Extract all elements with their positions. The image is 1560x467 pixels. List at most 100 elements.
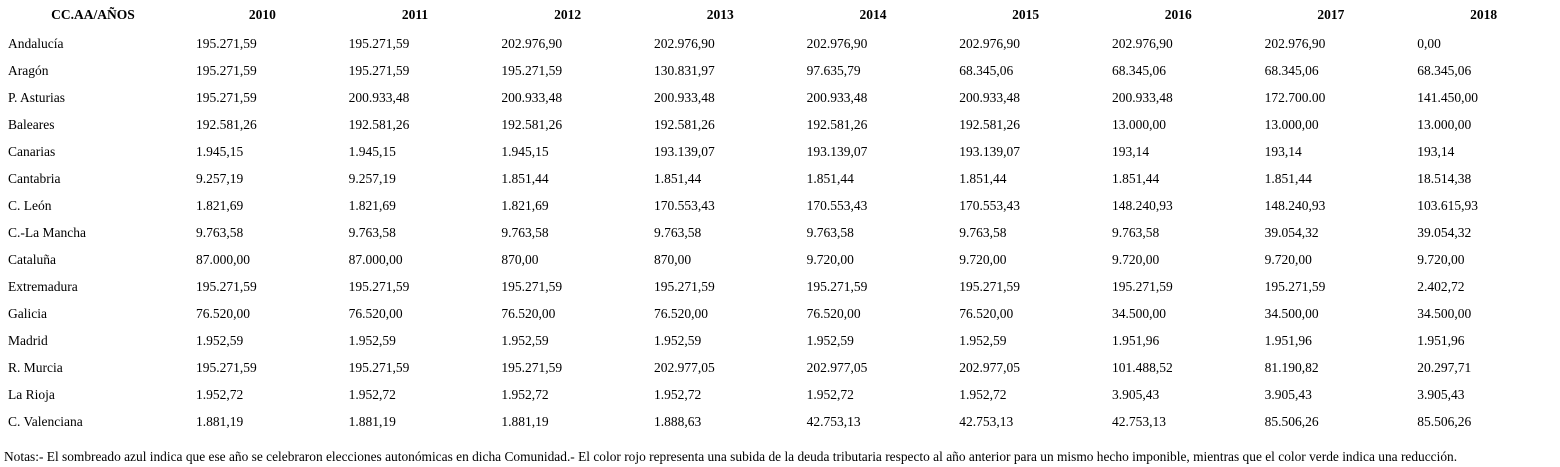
value-cell: 1.952,72: [653, 386, 702, 402]
value-cell: 34.500,00: [1264, 305, 1319, 321]
value-cell: 9.720,00: [1111, 251, 1160, 267]
year-header-cell: 2015: [1012, 7, 1040, 22]
table-row: Baleares 192.581,26 192.581,26 192.581,26 19…: [0, 111, 1560, 138]
value-cell: 85.506,26: [1264, 413, 1319, 429]
value-cell: 13.000,00: [1111, 116, 1166, 132]
value-cell: 87.000,00: [196, 251, 250, 267]
value-cell: 1.945,15: [501, 143, 549, 159]
value-cell: 193,14: [1417, 143, 1455, 159]
value-cell: 195.271,59: [348, 359, 410, 375]
year-header-cell: 2011: [401, 7, 429, 22]
value-cell: 68.345,06: [1417, 62, 1472, 78]
table-body: Andalucía 195.271,59 195.271,59 202.976,90 2…: [0, 30, 1560, 435]
value-cell: 76.520,00: [653, 305, 708, 321]
value-cell: 9.763,58: [348, 224, 396, 240]
value-cell: 193,14: [1264, 143, 1302, 159]
row-label: Cataluña: [8, 251, 56, 267]
value-cell: 9.763,58: [501, 224, 549, 240]
value-cell: 39.054,32: [1417, 224, 1472, 240]
value-cell: 68.345,06: [959, 62, 1014, 78]
value-cell: 170.553,43: [959, 197, 1021, 213]
value-cell: 200.933,48: [348, 89, 410, 105]
value-cell: 9.763,58: [196, 224, 244, 240]
value-cell: 9.257,19: [348, 170, 396, 186]
value-cell: 202.976,90: [959, 35, 1021, 51]
value-cell: 3.905,43: [1264, 386, 1312, 402]
value-cell: 202.976,90: [653, 35, 715, 51]
value-cell: 87.000,00: [348, 251, 403, 267]
value-cell: 2.402,72: [1417, 278, 1465, 294]
row-label: Canarias: [8, 143, 56, 159]
value-cell: 195.271,59: [196, 359, 257, 375]
value-cell: 42.753,13: [806, 413, 861, 429]
value-cell: 200.933,48: [806, 89, 868, 105]
value-cell: 1.952,59: [653, 332, 702, 348]
row-label: C.-La Mancha: [8, 224, 86, 240]
value-cell: 130.831,97: [653, 62, 715, 78]
table-row: La Rioja 1.952,72 1.952,72 1.952,72 1.952,72…: [0, 381, 1560, 408]
table-notes: Notas:- El sombreado azul indica que ese…: [4, 449, 1458, 464]
value-cell: 1.851,44: [1111, 170, 1160, 186]
value-cell: 202.977,05: [653, 359, 715, 375]
value-cell: 1.952,72: [348, 386, 396, 402]
value-cell: 42.753,13: [1111, 413, 1166, 429]
value-cell: 1.821,69: [348, 197, 396, 213]
value-cell: 3.905,43: [1417, 386, 1465, 402]
value-cell: 9.763,58: [653, 224, 702, 240]
value-cell: 1.951,96: [1111, 332, 1160, 348]
value-cell: 76.520,00: [959, 305, 1014, 321]
value-cell: 148.240,93: [1111, 197, 1173, 213]
row-label: Madrid: [8, 332, 48, 348]
value-cell: 9.763,58: [1111, 224, 1160, 240]
value-cell: 9.720,00: [959, 251, 1007, 267]
year-header-cell: 2017: [1317, 7, 1345, 22]
row-label: C. Valenciana: [8, 413, 83, 429]
value-cell: 68.345,06: [1111, 62, 1166, 78]
value-cell: 1.881,19: [196, 413, 244, 429]
value-cell: 1.952,59: [959, 332, 1007, 348]
value-cell: 200.933,48: [501, 89, 563, 105]
value-cell: 870,00: [653, 251, 692, 267]
value-cell: 1.952,72: [196, 386, 244, 402]
value-cell: 0,00: [1417, 35, 1441, 51]
value-cell: 202.977,05: [959, 359, 1021, 375]
value-cell: 9.720,00: [806, 251, 854, 267]
value-cell: 1.851,44: [501, 170, 549, 186]
corner-header-cell: CC.AA/AÑOS: [51, 7, 135, 22]
value-cell: 20.297,71: [1417, 359, 1472, 375]
value-cell: 170.553,43: [653, 197, 715, 213]
table-row: Extremadura 195.271,59 195.271,59 195.271,5…: [0, 273, 1560, 300]
value-cell: 1.851,44: [653, 170, 702, 186]
value-cell: 103.615,93: [1417, 197, 1478, 213]
value-cell: 195.271,59: [959, 278, 1021, 294]
table-row: Cataluña 87.000,00 87.000,00 870,00 870,00 9.…: [0, 246, 1560, 273]
year-header-cell: 2016: [1164, 7, 1192, 22]
row-label: La Rioja: [8, 386, 55, 402]
value-cell: 195.271,59: [1111, 278, 1173, 294]
value-cell: 1.945,15: [348, 143, 396, 159]
value-cell: 13.000,00: [1264, 116, 1319, 132]
value-cell: 195.271,59: [501, 359, 563, 375]
value-cell: 192.581,26: [653, 116, 715, 132]
value-cell: 68.345,06: [1264, 62, 1319, 78]
value-cell: 9.720,00: [1417, 251, 1465, 267]
row-label: Baleares: [8, 116, 55, 132]
table-row: C. Valenciana 1.881,19 1.881,19 1.881,19 1.8…: [0, 408, 1560, 435]
value-cell: 1.952,72: [501, 386, 549, 402]
value-cell: 202.976,90: [501, 35, 563, 51]
value-cell: 1.951,96: [1417, 332, 1465, 348]
value-cell: 76.520,00: [806, 305, 861, 321]
value-cell: 97.635,79: [806, 62, 861, 78]
value-cell: 192.581,26: [806, 116, 868, 132]
row-label: Andalucía: [8, 35, 64, 51]
value-cell: 1.952,72: [959, 386, 1007, 402]
row-label: Cantabria: [8, 170, 61, 186]
value-cell: 39.054,32: [1264, 224, 1319, 240]
value-cell: 1.952,59: [196, 332, 244, 348]
value-cell: 192.581,26: [196, 116, 257, 132]
value-cell: 18.514,38: [1417, 170, 1472, 186]
value-cell: 76.520,00: [348, 305, 403, 321]
year-header-cell: 2013: [706, 7, 734, 22]
value-cell: 9.257,19: [196, 170, 244, 186]
value-cell: 9.763,58: [806, 224, 854, 240]
